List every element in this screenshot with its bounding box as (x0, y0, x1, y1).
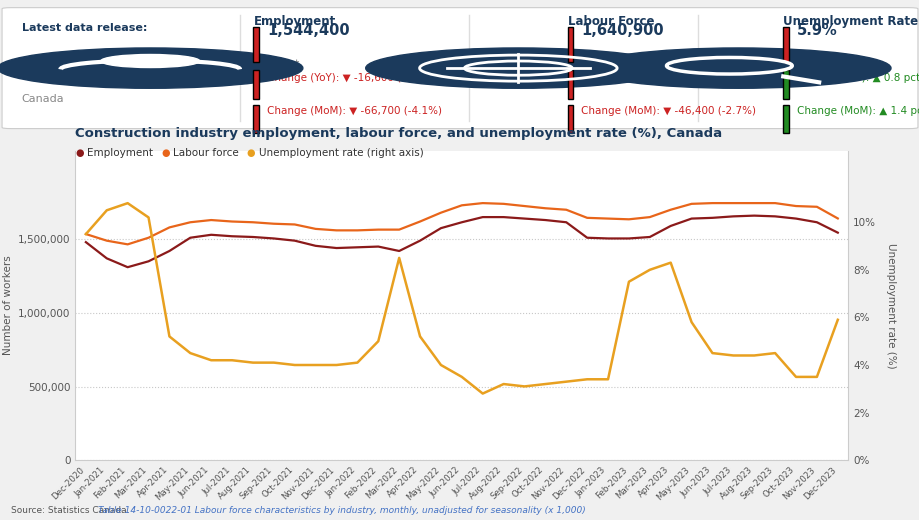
FancyBboxPatch shape (567, 105, 573, 133)
Text: 1,640,900: 1,640,900 (581, 23, 664, 38)
Text: Labour Force: Labour Force (567, 15, 653, 28)
Text: Change (YoY): ▼ -16,600 (-1.1%): Change (YoY): ▼ -16,600 (-1.1%) (267, 73, 435, 83)
Text: Employment: Employment (87, 148, 153, 159)
FancyBboxPatch shape (2, 8, 917, 128)
Y-axis label: Unemployment rate (%): Unemployment rate (%) (885, 243, 894, 368)
Text: ●: ● (161, 148, 169, 159)
Circle shape (366, 48, 670, 88)
Text: Latest: Latest (267, 59, 299, 69)
FancyBboxPatch shape (254, 71, 258, 99)
Text: 1,544,400: 1,544,400 (267, 23, 349, 38)
FancyBboxPatch shape (254, 105, 258, 133)
Text: Change (MoM): ▼ -66,700 (-4.1%): Change (MoM): ▼ -66,700 (-4.1%) (267, 106, 441, 116)
FancyBboxPatch shape (254, 27, 258, 62)
FancyBboxPatch shape (567, 71, 573, 99)
Text: 5.9%: 5.9% (796, 23, 836, 38)
Circle shape (0, 48, 302, 88)
Circle shape (585, 48, 890, 88)
Text: Latest: Latest (581, 59, 613, 69)
FancyBboxPatch shape (782, 105, 788, 133)
FancyBboxPatch shape (782, 71, 788, 99)
FancyBboxPatch shape (567, 27, 573, 62)
Y-axis label: Number of workers: Number of workers (3, 256, 13, 355)
Text: Labour force: Labour force (173, 148, 238, 159)
Text: Table 14-10-0022-01 Labour force characteristics by industry, monthly, unadjuste: Table 14-10-0022-01 Labour force charact… (97, 506, 584, 515)
FancyBboxPatch shape (782, 27, 788, 62)
Text: ●: ● (246, 148, 255, 159)
Text: Employment: Employment (254, 15, 335, 28)
Text: Latest: Latest (796, 59, 828, 69)
Text: Latest data release:: Latest data release: (22, 23, 147, 33)
Text: Change (MoM): ▼ -46,400 (-2.7%): Change (MoM): ▼ -46,400 (-2.7%) (581, 106, 755, 116)
Text: Unemployment rate (right axis): Unemployment rate (right axis) (258, 148, 423, 159)
Text: Source: Statistics Canada.: Source: Statistics Canada. (11, 506, 132, 515)
Text: Change (MoM): ▲ 1.4 pct. points: Change (MoM): ▲ 1.4 pct. points (796, 106, 919, 116)
Text: December 2023: December 2023 (22, 56, 139, 69)
Circle shape (101, 55, 199, 68)
Text: Canada: Canada (22, 94, 64, 104)
Text: Unemployment Rate (%): Unemployment Rate (%) (782, 15, 919, 28)
Text: Change (YoY): ▼ -2,800 (-0.2%): Change (YoY): ▼ -2,800 (-0.2%) (581, 73, 742, 83)
Text: Construction industry employment, labour force, and unemployment rate (%), Canad: Construction industry employment, labour… (75, 127, 721, 140)
Text: ●: ● (75, 148, 84, 159)
Text: Change (YoY): ▲ 0.8 pct. points: Change (YoY): ▲ 0.8 pct. points (796, 73, 919, 83)
